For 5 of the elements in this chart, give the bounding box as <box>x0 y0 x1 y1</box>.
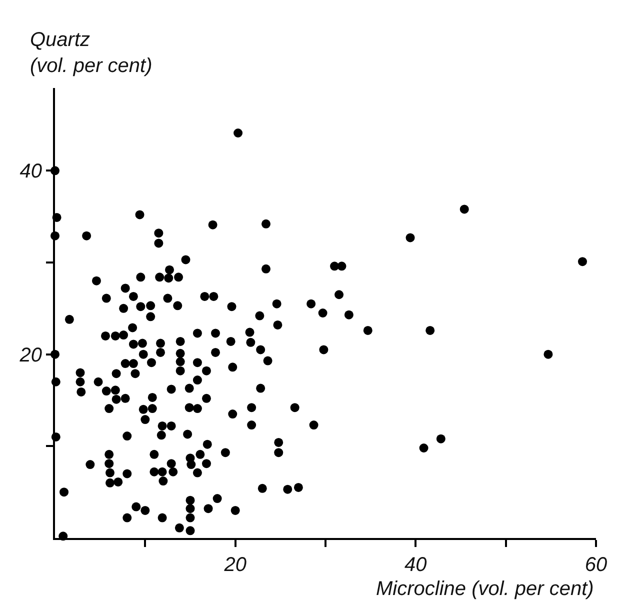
x-tick-label: 60 <box>584 554 608 576</box>
x-axis-title: Microcline (vol. per cent) <box>376 578 594 600</box>
x-tick-label: 20 <box>223 554 246 576</box>
y-axis-title: Quartz (vol. per cent) <box>30 29 152 77</box>
x-tick-label: 40 <box>404 554 427 576</box>
